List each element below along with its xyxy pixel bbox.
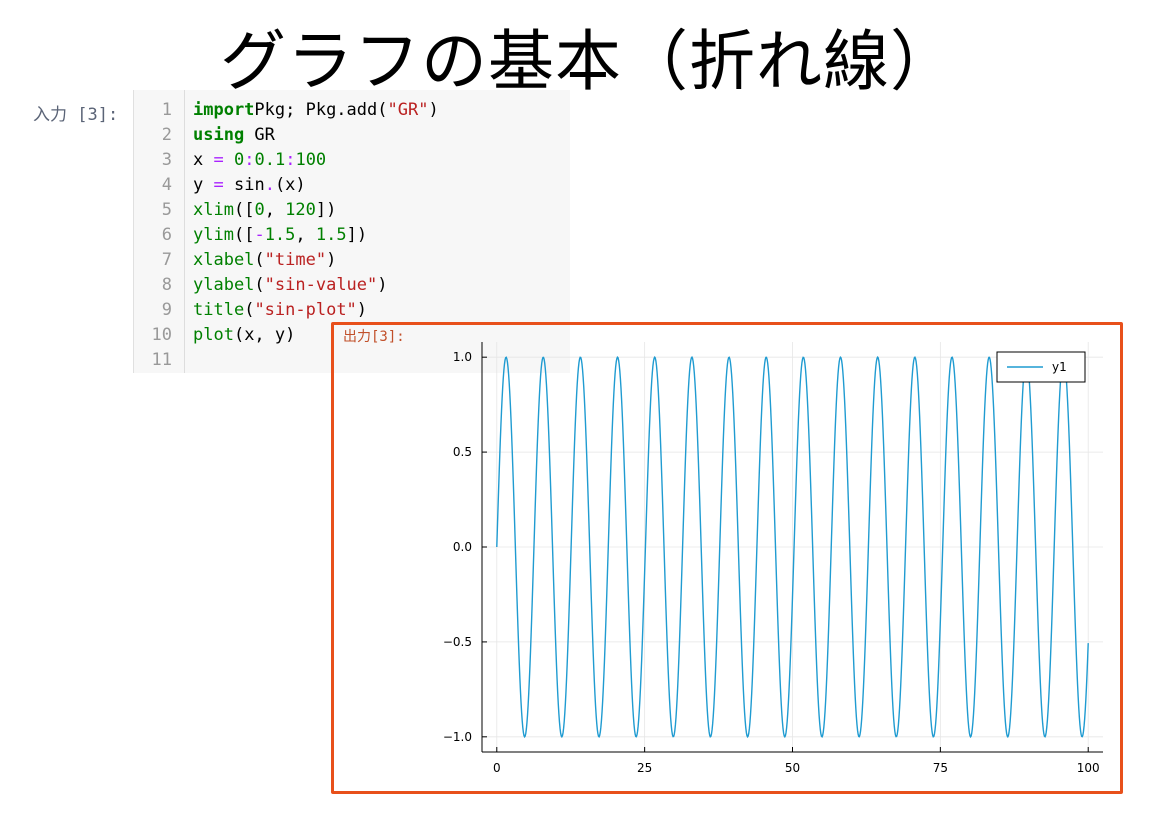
code-text: xlabel("time") [193, 250, 337, 270]
code-line: 8 ylabel("sin-value") [134, 273, 570, 298]
line-number: 8 [161, 275, 172, 295]
y-tick-label: −0.5 [443, 635, 472, 649]
line-number: 6 [161, 225, 172, 245]
line-number: 9 [161, 300, 172, 320]
code-text: using GR [193, 125, 275, 145]
input-prompt: 入力 [3]: [33, 105, 119, 125]
x-tick-label: 100 [1077, 761, 1100, 775]
code-text: ylim([-1.5, 1.5]) [193, 225, 368, 245]
x-tick-label: 0 [493, 761, 501, 775]
line-number: 10 [151, 325, 172, 345]
series-line-y1 [496, 355, 1089, 739]
code-line: 4 y = sin.(x) [134, 173, 570, 198]
code-line: 6 ylim([-1.5, 1.5]) [134, 223, 570, 248]
line-number: 3 [161, 150, 172, 170]
output-prompt: 出力[3]: [343, 329, 405, 345]
code-line: 3 x = 0:0.1:100 [134, 148, 570, 173]
line-number-gutter [134, 90, 185, 373]
code-line: 10 plot(x, y) [134, 323, 570, 348]
y-tick-label: −1.0 [443, 730, 472, 744]
x-tick-label: 50 [785, 761, 800, 775]
slide-title: グラフの基本（折れ線） [220, 23, 957, 100]
code-line: 1 importPkg; Pkg.add("GR") [134, 98, 570, 123]
code-text: y = sin.(x) [193, 175, 306, 195]
y-tick-label: 0.0 [453, 540, 472, 554]
y-tick-label: 0.5 [453, 445, 472, 459]
line-number: 5 [161, 200, 172, 220]
line-number: 7 [161, 250, 172, 270]
line-number: 4 [161, 175, 172, 195]
code-text: plot(x, y) [193, 325, 296, 345]
code-text: xlim([0, 120]) [193, 200, 337, 220]
code-line: 9 title("sin-plot") [134, 298, 570, 323]
code-line: 2 using GR [134, 123, 570, 148]
line-number: 11 [151, 350, 172, 370]
line-number: 1 [161, 100, 172, 120]
x-tick-label: 25 [637, 761, 652, 775]
line-number: 2 [161, 125, 172, 145]
code-text: ylabel("sin-value") [193, 275, 388, 295]
code-text: title("sin-plot") [193, 300, 368, 320]
legend-label: y1 [1052, 360, 1067, 374]
code-cell[interactable]: 1 importPkg; Pkg.add("GR") 2 using GR 3 x = 0… [133, 90, 570, 373]
code-line: 11 [134, 348, 570, 373]
code-line: 5 xlim([0, 120]) [134, 198, 570, 223]
x-tick-label: 75 [933, 761, 948, 775]
code-line: 7 xlabel("time") [134, 248, 570, 273]
code-text: x = 0:0.1:100 [193, 150, 327, 170]
plot-highlight-frame [331, 322, 1123, 794]
code-text: importPkg; Pkg.add("GR") [193, 100, 439, 120]
y-tick-label: 1.0 [453, 350, 472, 364]
